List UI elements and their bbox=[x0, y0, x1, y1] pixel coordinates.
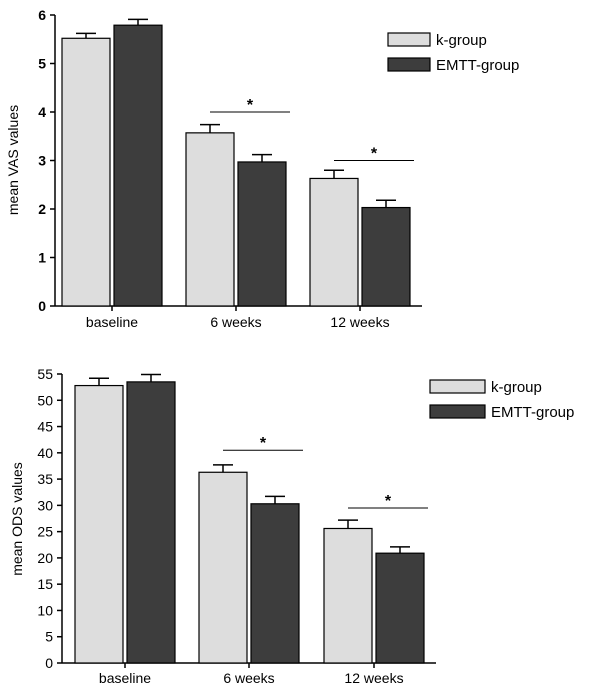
y-tick-label: 30 bbox=[37, 497, 53, 513]
x-tick-label: baseline bbox=[86, 314, 138, 330]
legend-label: k-group bbox=[436, 32, 487, 49]
x-tick-label: 6 weeks bbox=[210, 314, 261, 330]
bar-k-group bbox=[309, 177, 359, 307]
y-tick-label: 20 bbox=[37, 550, 53, 566]
significance-marker: * bbox=[371, 146, 378, 163]
legend-label: EMTT-group bbox=[491, 404, 574, 421]
y-tick-label: 50 bbox=[37, 392, 53, 408]
bar-emtt-group bbox=[237, 161, 287, 307]
y-tick-label: 2 bbox=[38, 201, 46, 217]
y-tick-label: 1 bbox=[38, 250, 46, 266]
chart-2: 0 5 10 15 20 25 30 35 40 45 50 55 mean ODS values bas… bbox=[9, 366, 574, 686]
legend-label: EMTT-group bbox=[436, 57, 519, 74]
y-tick-label: 5 bbox=[45, 629, 53, 645]
bar-k-group bbox=[74, 384, 124, 664]
y-tick-label: 0 bbox=[45, 655, 53, 671]
y-tick-label: 10 bbox=[37, 602, 53, 618]
chart-1: 0 1 2 3 4 5 6 mean VAS values baseline 6 weeks 12 … bbox=[5, 7, 519, 330]
y-tick-label: 35 bbox=[37, 471, 53, 487]
bar-emtt-group bbox=[126, 381, 176, 664]
y-tick-label: 5 bbox=[38, 56, 46, 72]
x-tick-label: 12 weeks bbox=[330, 314, 389, 330]
y-axis-title: mean ODS values bbox=[9, 462, 25, 576]
y-tick-label: 4 bbox=[38, 104, 46, 120]
legend-swatch bbox=[429, 404, 486, 419]
significance-marker: * bbox=[385, 493, 392, 510]
x-tick-label: 6 weeks bbox=[223, 670, 274, 686]
bar-emtt-group bbox=[361, 206, 411, 307]
significance-marker: * bbox=[247, 97, 254, 114]
x-tick-label: 12 weeks bbox=[344, 670, 403, 686]
y-tick-label: 55 bbox=[37, 366, 53, 382]
significance-marker: * bbox=[260, 435, 267, 452]
bar-k-group bbox=[61, 37, 111, 307]
y-tick-label: 25 bbox=[37, 524, 53, 540]
bar-emtt-group bbox=[375, 552, 425, 664]
y-tick-label: 40 bbox=[37, 445, 53, 461]
bar-k-group bbox=[323, 527, 373, 664]
y-tick-label: 45 bbox=[37, 419, 53, 435]
legend-label: k-group bbox=[491, 379, 542, 396]
y-tick-label: 6 bbox=[38, 7, 46, 23]
bar-k-group bbox=[185, 132, 235, 307]
legend-swatch bbox=[387, 57, 431, 72]
bar-emtt-group bbox=[250, 503, 300, 664]
y-tick-label: 0 bbox=[38, 298, 46, 314]
legend-swatch bbox=[387, 32, 431, 47]
bar-k-group bbox=[198, 471, 248, 664]
x-tick-label: baseline bbox=[99, 670, 151, 686]
legend-swatch bbox=[429, 379, 486, 394]
y-tick-label: 15 bbox=[37, 576, 53, 592]
y-tick-label: 3 bbox=[38, 153, 46, 169]
y-axis-title: mean VAS values bbox=[5, 105, 21, 215]
bar-emtt-group bbox=[113, 24, 163, 307]
